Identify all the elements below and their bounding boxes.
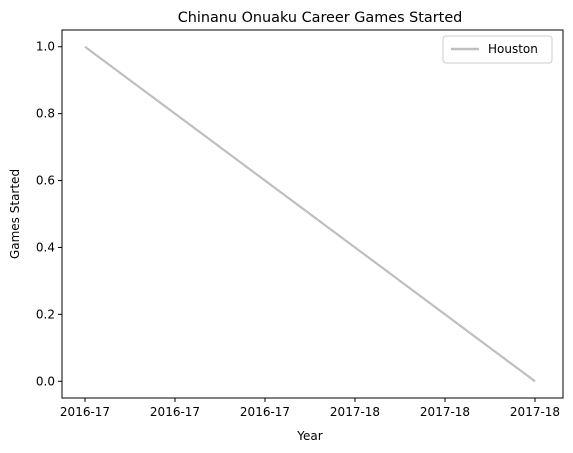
plot-area [61,29,564,399]
y-tick-label: 0.2 [36,307,55,321]
x-tick-label: 2016-17 [150,405,200,419]
x-tick-label: 2017-18 [330,405,380,419]
series-layer [84,45,536,383]
legend-box [442,35,553,64]
y-tick-label: 0.6 [36,174,55,188]
y-tick-label: 0.8 [36,107,55,121]
x-tick-label: 2017-18 [420,405,470,419]
plot-frame [61,29,564,399]
legend-label-houston: Houston [488,42,538,56]
series-line-houston [84,45,536,383]
x-tick-label: 2017-18 [510,405,560,419]
x-axis-label: Year [296,429,322,443]
y-axis: 0.0 0.2 0.4 0.6 0.8 1.0 [36,40,62,388]
y-axis-label: Games Started [8,169,22,259]
y-tick-label: 0.0 [36,374,55,388]
x-axis: 2016-17 2016-17 2016-17 2017-18 2017-18 2017-… [60,398,560,419]
x-tick-label: 2016-17 [240,405,290,419]
legend: Houston [442,35,553,64]
x-tick-label: 2016-17 [60,405,110,419]
y-tick-label: 1.0 [36,40,55,54]
y-tick-label: 0.4 [36,240,55,254]
chart-title: Chinanu Onuaku Career Games Started [178,10,463,26]
